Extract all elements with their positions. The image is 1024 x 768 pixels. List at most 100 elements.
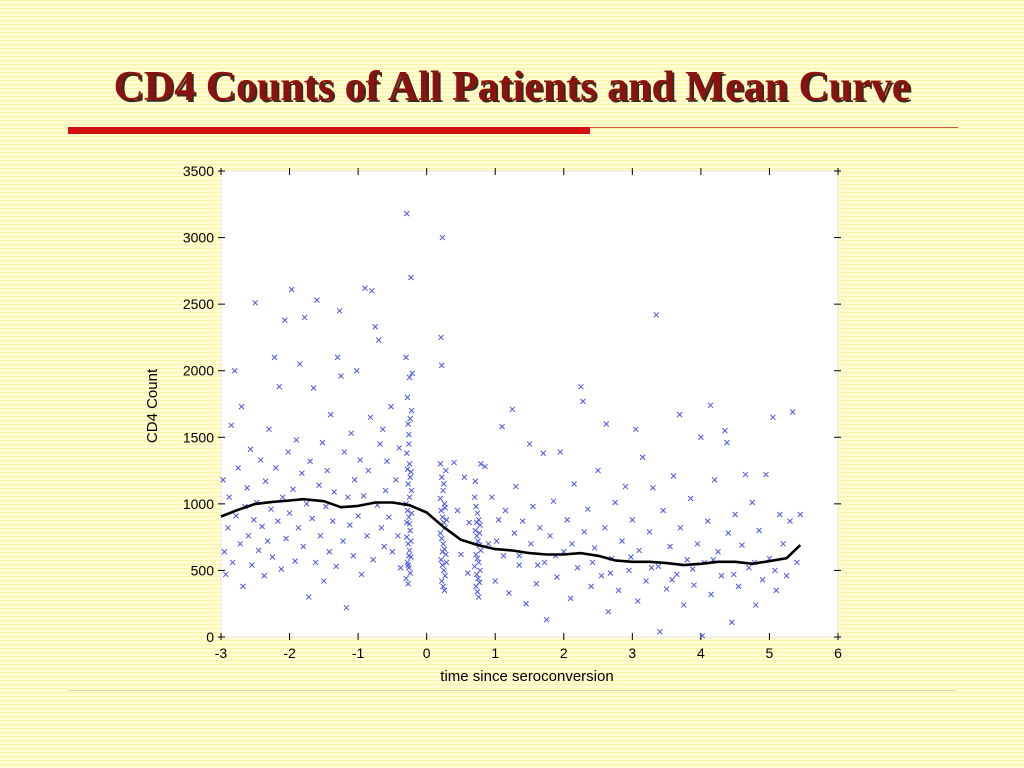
scatter-point — [680, 602, 687, 608]
scatter-point — [694, 540, 701, 547]
scatter-point — [405, 431, 412, 438]
scatter-point — [588, 583, 595, 590]
scatter-point — [473, 519, 480, 526]
scatter-point — [320, 578, 327, 584]
scatter-point — [405, 481, 412, 487]
scatter-point — [319, 439, 326, 446]
scatter-point — [336, 307, 343, 314]
scatter-point — [358, 571, 365, 578]
scatter-point — [674, 571, 680, 578]
scatter-point — [316, 482, 322, 489]
footer-divider — [68, 690, 956, 691]
scatter-point — [540, 450, 547, 457]
y-tick-label: 3000 — [183, 230, 214, 246]
scatter-point — [603, 421, 610, 427]
scatter-point — [543, 616, 550, 623]
tick-labels: 0 500 1000 1500 2000 2500 3000 3500 -3 -2 -1 0 1 2 3 4 5… — [183, 163, 842, 661]
scatter-point — [663, 586, 670, 592]
scatter-point — [257, 457, 264, 463]
scatter-point — [488, 494, 495, 501]
scatter-point — [440, 583, 446, 590]
scatter-point — [691, 582, 697, 588]
scatter-point — [571, 481, 577, 487]
scatter-point — [271, 354, 278, 361]
scatter-point — [405, 441, 412, 447]
scatter-point — [408, 538, 414, 544]
scatter-point — [632, 426, 639, 433]
mean-curve-group — [220, 497, 802, 567]
scatter-point — [362, 285, 368, 292]
plot-area — [220, 170, 839, 638]
scatter-point — [324, 467, 331, 474]
scatter-point — [261, 572, 268, 579]
scatter-point — [292, 558, 298, 564]
y-tick-label: 2500 — [183, 296, 214, 312]
scatter-point — [408, 274, 414, 281]
scatter-point — [295, 524, 302, 531]
scatter-point — [776, 511, 783, 518]
scatter-point — [550, 498, 557, 505]
x-tick-label: 1 — [491, 645, 499, 661]
scatter-point — [327, 411, 334, 418]
scatter-point — [377, 441, 383, 447]
scatter-point — [580, 398, 586, 405]
scatter-point — [794, 559, 800, 566]
scatter-point — [266, 426, 272, 433]
scatter-point — [598, 572, 605, 579]
scatter-point — [493, 538, 500, 544]
scatter-point — [406, 494, 413, 501]
scatter-point — [307, 458, 313, 465]
scatter-point — [749, 499, 756, 506]
scatter-point — [698, 434, 704, 441]
scatter-point — [605, 608, 612, 615]
scatter-point — [541, 559, 548, 566]
scatter-point — [458, 551, 464, 558]
scatter-point — [278, 566, 285, 572]
scatter-point — [589, 559, 596, 566]
scatter-point — [473, 551, 479, 558]
x-tick-label: 2 — [560, 645, 568, 661]
scatter-point — [763, 471, 769, 478]
scatter-point — [472, 527, 479, 534]
scatter-point — [264, 538, 271, 544]
scatter-point — [406, 374, 413, 381]
x-tick-label: 4 — [697, 645, 705, 661]
scatter-point — [300, 543, 307, 550]
scatter-point — [707, 402, 714, 409]
scatter-point — [492, 578, 499, 584]
scatter-point — [370, 556, 377, 563]
x-tick-label: 3 — [628, 645, 636, 661]
scatter-point — [404, 507, 411, 514]
scatter-point — [440, 540, 446, 547]
scatter-point — [244, 485, 250, 491]
scatter-point — [305, 594, 312, 600]
scatter-point — [687, 495, 694, 502]
scatter-point — [365, 467, 372, 474]
scatter-point — [343, 604, 350, 611]
scatter-point — [439, 234, 446, 241]
scatter-point — [629, 516, 636, 523]
scatter-point — [405, 562, 412, 568]
scatter-point — [240, 583, 246, 590]
scatter-point — [344, 494, 351, 501]
scatter-point — [408, 487, 415, 494]
scatter-point — [397, 564, 404, 571]
scatter-point — [408, 469, 414, 475]
scatter-point — [439, 548, 446, 555]
scatter-point — [312, 559, 319, 566]
scatter-point — [752, 602, 759, 608]
scatter-point — [607, 570, 614, 576]
scatter-point — [438, 334, 444, 341]
scatter-point — [451, 459, 457, 466]
x-axis-label: time since seroconversion — [440, 668, 613, 685]
scatter-point — [408, 510, 415, 517]
slide-title: CD4 Counts of All Patients and Mean Curv… — [113, 64, 911, 110]
scatter-point — [475, 538, 481, 544]
scatter-point — [528, 540, 534, 547]
scatter-point — [437, 495, 444, 502]
scatter-point — [442, 504, 449, 511]
scatter-point — [466, 519, 473, 526]
scatter-point — [333, 563, 340, 570]
scatter-point — [474, 510, 481, 517]
scatter-point — [475, 594, 482, 600]
